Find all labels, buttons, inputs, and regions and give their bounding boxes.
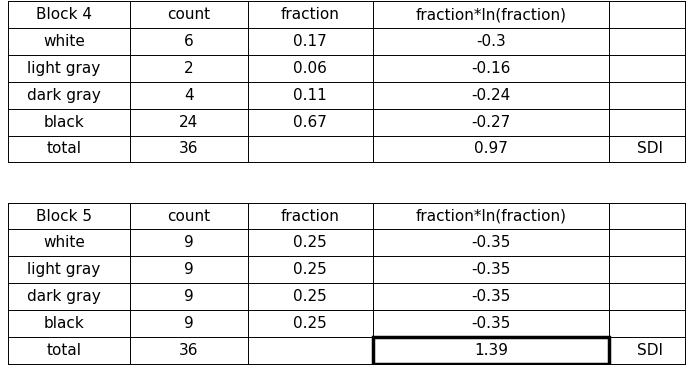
Text: 0.06: 0.06 xyxy=(293,61,328,76)
Text: count: count xyxy=(167,208,210,223)
Text: 1.39: 1.39 xyxy=(474,343,508,358)
Text: 9: 9 xyxy=(184,289,194,304)
Text: -0.24: -0.24 xyxy=(471,88,510,103)
Text: -0.27: -0.27 xyxy=(471,115,510,130)
Text: -0.35: -0.35 xyxy=(471,235,510,250)
Text: -0.16: -0.16 xyxy=(471,61,510,76)
Text: 24: 24 xyxy=(179,115,199,130)
Text: total: total xyxy=(47,142,82,157)
Text: Block 4: Block 4 xyxy=(36,7,92,22)
Text: SDI: SDI xyxy=(638,142,664,157)
Text: 0.25: 0.25 xyxy=(293,316,327,331)
Text: light gray: light gray xyxy=(27,262,100,277)
Text: fraction*ln(fraction): fraction*ln(fraction) xyxy=(415,208,567,223)
Bar xyxy=(373,337,609,364)
Text: 0.25: 0.25 xyxy=(293,262,327,277)
Text: light gray: light gray xyxy=(27,61,100,76)
Text: fraction*ln(fraction): fraction*ln(fraction) xyxy=(415,7,567,22)
Text: white: white xyxy=(43,235,85,250)
Text: dark gray: dark gray xyxy=(27,88,101,103)
Text: 9: 9 xyxy=(184,262,194,277)
Text: count: count xyxy=(167,7,210,22)
Text: 9: 9 xyxy=(184,235,194,250)
Text: 0.11: 0.11 xyxy=(293,88,327,103)
Text: total: total xyxy=(47,343,82,358)
Text: -0.35: -0.35 xyxy=(471,289,510,304)
Text: fraction: fraction xyxy=(281,208,339,223)
Text: -0.35: -0.35 xyxy=(471,262,510,277)
Text: -0.35: -0.35 xyxy=(471,316,510,331)
Text: 9: 9 xyxy=(184,316,194,331)
Text: 0.67: 0.67 xyxy=(293,115,328,130)
Text: fraction: fraction xyxy=(281,7,339,22)
Text: 6: 6 xyxy=(184,34,194,49)
Text: 2: 2 xyxy=(184,61,194,76)
Text: 0.17: 0.17 xyxy=(293,34,327,49)
Text: 4: 4 xyxy=(184,88,194,103)
Text: -0.3: -0.3 xyxy=(476,34,506,49)
Text: dark gray: dark gray xyxy=(27,289,101,304)
Text: 36: 36 xyxy=(179,343,199,358)
Text: Block 5: Block 5 xyxy=(36,208,92,223)
Text: black: black xyxy=(43,115,84,130)
Text: white: white xyxy=(43,34,85,49)
Text: 0.97: 0.97 xyxy=(474,142,507,157)
Text: 36: 36 xyxy=(179,142,199,157)
Text: 0.25: 0.25 xyxy=(293,235,327,250)
Text: 0.25: 0.25 xyxy=(293,289,327,304)
Text: SDI: SDI xyxy=(638,343,664,358)
Text: black: black xyxy=(43,316,84,331)
